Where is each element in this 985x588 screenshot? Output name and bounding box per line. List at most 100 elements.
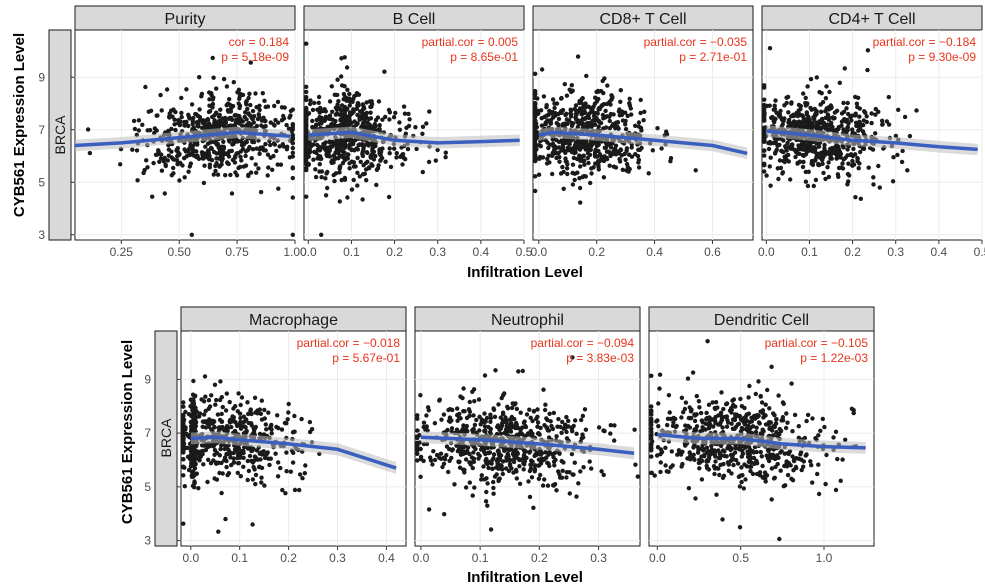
scatter-point xyxy=(664,129,669,134)
scatter-point xyxy=(352,94,357,99)
scatter-point xyxy=(507,458,512,463)
scatter-point xyxy=(737,484,743,489)
scatter-point xyxy=(278,465,283,471)
scatter-point xyxy=(812,124,817,129)
stat-pvalue: p = 9.30e-09 xyxy=(908,50,976,64)
scatter-point xyxy=(576,146,581,151)
scatter-point xyxy=(769,364,774,369)
scatter-point xyxy=(850,162,855,168)
scatter-point xyxy=(402,111,408,116)
scatter-point xyxy=(820,161,825,166)
scatter-point xyxy=(486,465,491,471)
scatter-point xyxy=(167,111,172,116)
scatter-point xyxy=(524,412,530,417)
scatter-point xyxy=(317,144,322,150)
scatter-point xyxy=(514,420,519,426)
scatter-point xyxy=(820,124,826,130)
scatter-point xyxy=(855,104,860,110)
scatter-point xyxy=(654,419,659,424)
scatter-point xyxy=(564,475,569,480)
scatter-point xyxy=(239,158,244,163)
scatter-point xyxy=(387,146,392,151)
scatter-point xyxy=(213,168,218,174)
scatter-point xyxy=(551,483,556,488)
fit-line xyxy=(190,435,397,470)
scatter-point xyxy=(341,91,347,97)
scatter-point xyxy=(704,410,709,416)
scatter-point xyxy=(500,467,505,472)
scatter-point xyxy=(136,128,141,133)
scatter-point xyxy=(339,74,344,79)
scatter-point xyxy=(462,409,467,414)
scatter-point xyxy=(152,126,158,131)
scatter-point xyxy=(559,430,564,435)
scatter-point xyxy=(813,177,819,183)
scatter-point xyxy=(420,131,425,136)
scatter-point xyxy=(833,429,839,434)
scatter-point xyxy=(551,410,556,416)
x-tick-label: 0.3 xyxy=(590,551,607,565)
scatter-point xyxy=(153,152,159,157)
scatter-point xyxy=(449,426,455,431)
scatter-point xyxy=(783,144,788,149)
scatter-point xyxy=(488,415,494,421)
scatter-point xyxy=(560,107,566,113)
scatter-point xyxy=(597,105,602,111)
scatter-point xyxy=(248,60,253,65)
scatter-point xyxy=(512,402,517,407)
scatter-point xyxy=(601,90,606,96)
scatter-point xyxy=(310,107,316,113)
scatter-point xyxy=(566,418,571,424)
scatter-point xyxy=(533,149,538,154)
x-tick-label: 0.1 xyxy=(231,551,248,565)
scatter-point xyxy=(535,111,540,116)
scatter-point xyxy=(790,454,795,459)
scatter-point xyxy=(134,148,140,153)
scatter-point xyxy=(250,522,255,527)
scatter-point xyxy=(802,435,808,441)
scatter-point xyxy=(195,449,201,454)
scatter-point xyxy=(233,404,238,409)
scatter-point xyxy=(258,189,264,195)
scatter-point xyxy=(357,174,362,179)
scatter-point xyxy=(674,423,679,429)
scatter-point xyxy=(201,419,207,425)
scatter-point xyxy=(808,122,814,127)
scatter-point xyxy=(729,407,734,413)
scatter-point xyxy=(277,144,282,149)
scatter-point xyxy=(269,431,274,436)
scatter-point xyxy=(186,114,192,120)
scatter-point xyxy=(212,419,217,424)
scatter-point xyxy=(253,481,258,487)
scatter-point xyxy=(491,479,496,485)
scatter-point xyxy=(463,450,469,456)
scatter-point xyxy=(189,144,195,149)
scatter-point xyxy=(817,155,822,160)
scatter-point xyxy=(820,416,825,422)
scatter-point xyxy=(181,436,186,441)
scatter-point xyxy=(190,469,195,474)
x-tick-label: 0.5 xyxy=(516,245,533,259)
x-tick-label: 0.3 xyxy=(329,551,346,565)
scatter-point xyxy=(545,119,550,124)
scatter-point xyxy=(636,147,641,152)
scatter-point xyxy=(816,122,821,127)
panel-strip xyxy=(303,5,525,31)
scatter-point xyxy=(801,117,806,122)
scatter-point xyxy=(854,101,860,106)
scatter-point xyxy=(207,162,213,167)
scatter-point xyxy=(181,464,186,469)
scatter-point xyxy=(245,477,250,483)
scatter-point xyxy=(550,171,555,177)
scatter-point xyxy=(576,141,581,147)
scatter-point xyxy=(639,145,644,151)
scatter-point xyxy=(786,120,791,125)
scatter-point xyxy=(579,111,584,117)
scatter-point xyxy=(684,427,689,433)
scatter-point xyxy=(709,443,714,449)
scatter-point xyxy=(739,479,744,485)
scatter-point xyxy=(284,147,290,152)
scatter-point xyxy=(526,479,531,484)
scatter-point xyxy=(688,409,694,414)
scatter-point xyxy=(360,153,366,159)
